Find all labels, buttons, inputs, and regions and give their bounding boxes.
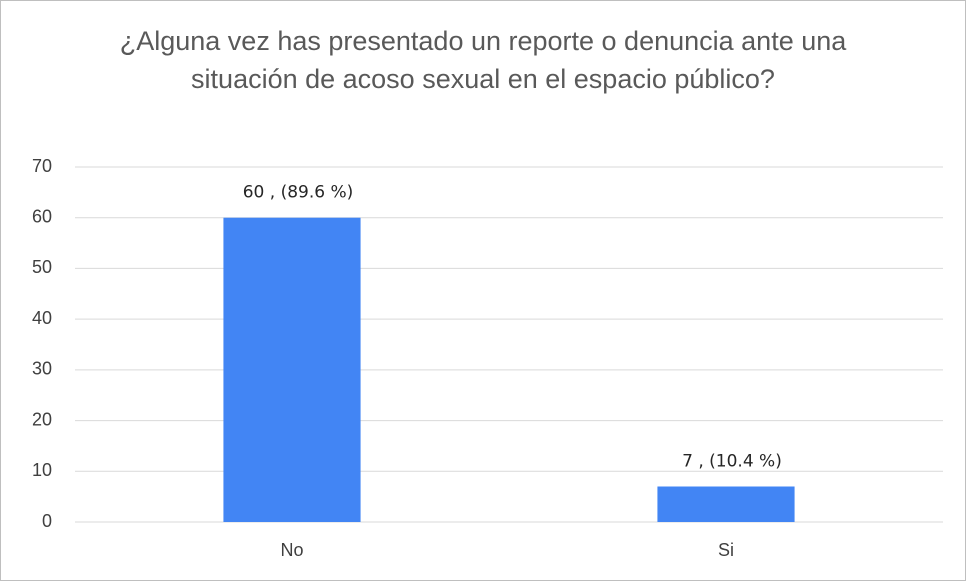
data-label: 60 , (89.6 %) [243,183,354,203]
data-label: 7 , (10.4 %) [682,452,782,472]
y-tick-label: 30 [32,359,52,379]
x-tick-label: No [280,540,303,560]
x-tick-label: Si [718,540,734,560]
y-tick-label: 60 [32,206,52,226]
y-tick-label: 10 [32,460,52,480]
y-tick-label: 0 [42,511,52,531]
y-tick-label: 40 [32,308,52,328]
y-tick-label: 20 [32,409,52,429]
chart-title: ¿Alguna vez has presentado un reporte o … [119,26,847,94]
y-tick-label: 50 [32,257,52,277]
bar [223,217,361,522]
y-tick-label: 70 [32,156,52,176]
bar [657,486,795,522]
